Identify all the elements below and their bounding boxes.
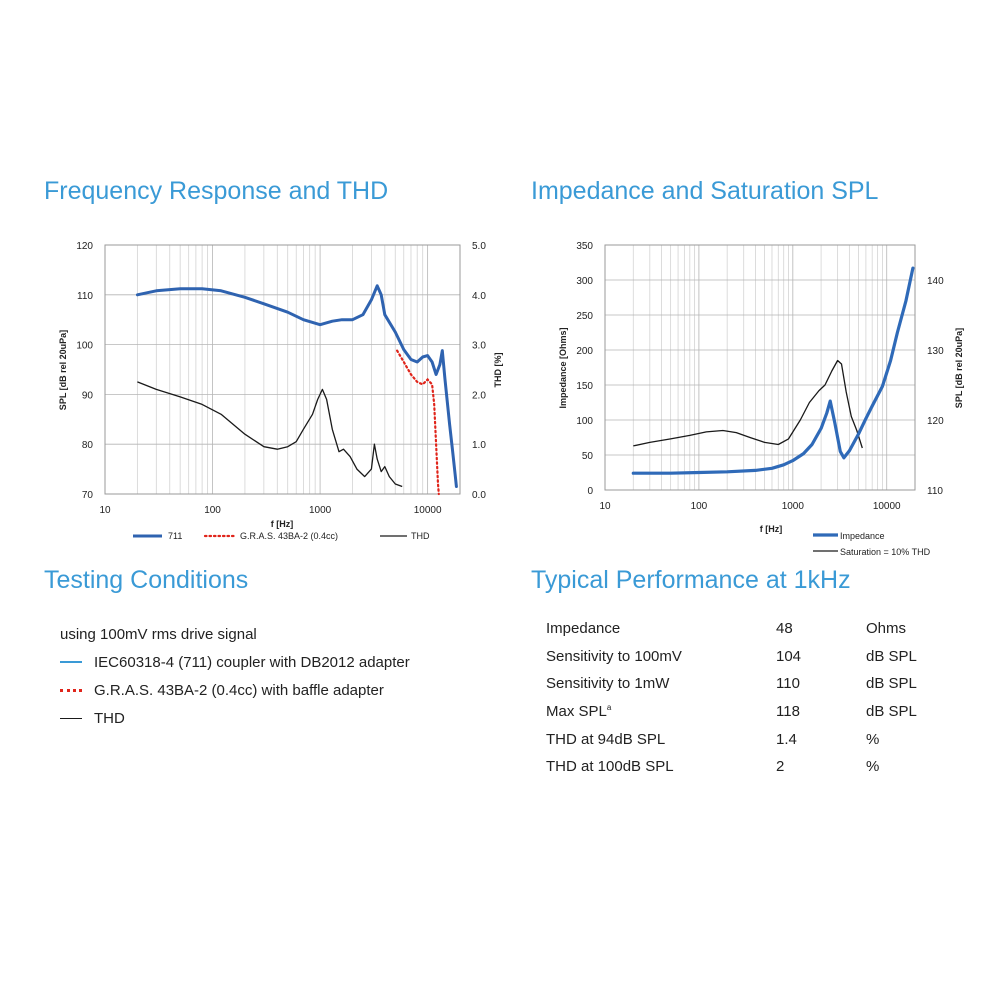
- x-axis-label: f [Hz]: [760, 524, 783, 534]
- condition-text: G.R.A.S. 43BA-2 (0.4cc) with baffle adap…: [94, 681, 384, 699]
- y2-axis-label: THD [%]: [493, 353, 503, 388]
- y-tick-label: 120: [76, 241, 93, 252]
- param-unit: %: [866, 730, 880, 748]
- typical-performance-title: Typical Performance at 1kHz: [531, 566, 851, 594]
- param-unit: %: [866, 758, 880, 776]
- series-711-line: [135, 284, 458, 488]
- x-axis-label: f [Hz]: [271, 519, 294, 529]
- condition-text: IEC60318-4 (711) coupler with DB2012 ada…: [94, 653, 410, 671]
- y-tick-label: 110: [77, 291, 93, 302]
- table-row: Impedance 48 Ohms: [546, 615, 966, 643]
- black-line-swatch: [60, 717, 82, 719]
- param-unit: dB SPL: [866, 675, 917, 693]
- performance-table: Impedance 48 Ohms Sensitivity to 100mV 1…: [546, 615, 966, 781]
- plot-frame: [104, 244, 461, 495]
- legend-711-label: 711: [168, 531, 182, 541]
- frequency-response-title: Frequency Response and THD: [44, 177, 389, 205]
- legend-gras-label: G.R.A.S. 43BA-2 (0.4cc): [240, 531, 338, 541]
- y2-tick-label: 130: [927, 346, 944, 357]
- table-row: Sensitivity to 100mV 104 dB SPL: [546, 643, 966, 671]
- param-name: THD at 94dB SPL: [546, 730, 666, 748]
- y-tick-label: 0: [587, 486, 593, 497]
- x-tick-label: 100: [204, 505, 221, 516]
- x-tick-label: 10000: [414, 505, 442, 516]
- y-tick-label: 90: [82, 390, 94, 401]
- param-value: 110: [776, 675, 800, 693]
- x-tick-label: 10000: [873, 501, 901, 512]
- y-tick-label: 80: [82, 440, 94, 451]
- param-name: Impedance: [546, 620, 621, 638]
- red-dotted-swatch: [60, 688, 82, 692]
- y2-tick-label: 110: [927, 486, 943, 497]
- param-name: THD at 100dB SPL: [546, 758, 674, 776]
- legend-saturation-label: Saturation = 10% THD: [840, 547, 931, 557]
- table-row: THD at 100dB SPL 2 %: [546, 753, 966, 781]
- condition-item: using 100mV rms drive signal: [60, 620, 410, 648]
- y-tick-label: 50: [582, 451, 594, 462]
- x-tick-label: 10: [99, 505, 111, 516]
- y2-tick-label: 140: [927, 276, 944, 287]
- series-saturation-line: [633, 359, 863, 449]
- series-thd-line: [137, 381, 403, 488]
- y-tick-label: 250: [576, 311, 593, 322]
- impedance-saturation-title: Impedance and Saturation SPL: [531, 177, 879, 205]
- param-name: Sensitivity to 1mW: [546, 675, 670, 693]
- y-tick-label: 300: [576, 276, 593, 287]
- y2-tick-label: 0.0: [472, 490, 486, 501]
- blue-line-swatch: [60, 661, 82, 663]
- param-unit: Ohms: [866, 620, 907, 638]
- series-impedance-line: [631, 266, 915, 475]
- param-name: Sensitivity to 100mV: [546, 647, 682, 665]
- testing-conditions-title: Testing Conditions: [44, 566, 249, 594]
- table-row: Sensitivity to 1mW 110 dB SPL: [546, 670, 966, 698]
- param-value: 48: [776, 620, 793, 638]
- y2-tick-label: 1.0: [472, 440, 486, 451]
- legend-thd-label: THD: [411, 531, 430, 541]
- x-tick-label: 1000: [309, 505, 332, 516]
- y2-axis-label: SPL [dB rel 20uPa]: [954, 328, 964, 408]
- testing-conditions-list: using 100mV rms drive signal IEC60318-4 …: [60, 620, 410, 732]
- plot-frame: [604, 244, 916, 491]
- param-name-cell: Max SPLa: [546, 698, 776, 726]
- param-value: 118: [776, 703, 800, 721]
- condition-item: G.R.A.S. 43BA-2 (0.4cc) with baffle adap…: [60, 676, 410, 704]
- param-unit: dB SPL: [866, 703, 917, 721]
- x-tick-label: 100: [691, 501, 708, 512]
- condition-item: IEC60318-4 (711) coupler with DB2012 ada…: [60, 648, 410, 676]
- y-axis-label: Impedance [Ohms]: [558, 327, 568, 408]
- legend-impedance-label: Impedance: [840, 531, 885, 541]
- param-value: 104: [776, 647, 802, 665]
- footnote-marker: a: [606, 703, 612, 713]
- condition-text: THD: [94, 709, 125, 727]
- param-value: 2: [776, 758, 785, 776]
- x-tick-label: 1000: [782, 501, 805, 512]
- condition-text: using 100mV rms drive signal: [60, 625, 257, 643]
- condition-item: THD: [60, 704, 410, 732]
- y-tick-label: 150: [576, 381, 593, 392]
- y-tick-label: 350: [576, 241, 593, 252]
- param-name: Max SPL: [546, 703, 607, 721]
- y2-tick-label: 5.0: [472, 241, 486, 252]
- y2-tick-label: 120: [927, 416, 944, 427]
- y2-tick-label: 4.0: [472, 291, 486, 302]
- y-axis-label: SPL [dB rel 20uPa]: [58, 330, 68, 410]
- y2-tick-label: 2.0: [472, 390, 486, 401]
- y2-tick-label: 3.0: [472, 341, 486, 352]
- series-gras-line: [396, 349, 440, 496]
- param-value: 1.4: [776, 730, 797, 748]
- table-row: THD at 94dB SPL 1.4 %: [546, 725, 966, 753]
- y-tick-label: 70: [82, 490, 94, 501]
- y-tick-label: 200: [576, 346, 593, 357]
- param-unit: dB SPL: [866, 647, 917, 665]
- table-row: Max SPLa 118 dB SPL: [546, 698, 966, 726]
- y-tick-label: 100: [76, 341, 93, 352]
- y-tick-label: 100: [576, 416, 593, 427]
- x-tick-label: 10: [599, 501, 611, 512]
